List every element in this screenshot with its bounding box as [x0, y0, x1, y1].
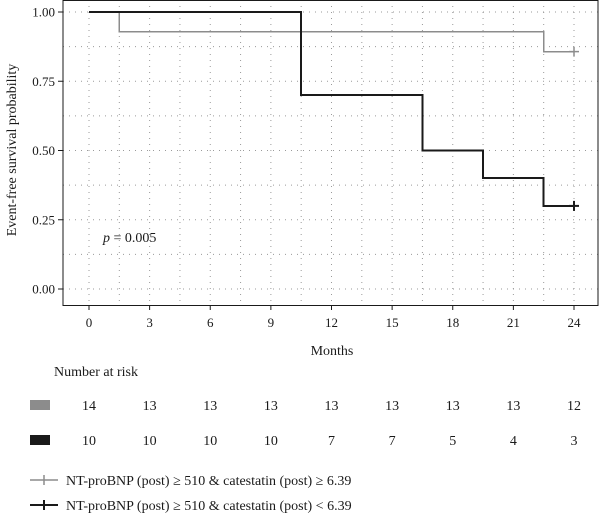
risk-count: 12: [567, 399, 581, 414]
risk-count: 14: [82, 399, 96, 414]
p-value-symbol: p: [102, 231, 110, 246]
risk-count: 13: [446, 399, 460, 414]
risk-count: 13: [264, 399, 278, 414]
x-tick-label: 3: [146, 315, 153, 330]
x-tick-label: 24: [568, 315, 582, 330]
risk-count: 10: [143, 434, 157, 449]
y-tick-label: 0.25: [32, 212, 55, 227]
x-tick-label: 15: [386, 315, 399, 330]
risk-count: 5: [449, 434, 456, 449]
x-tick-label: 18: [446, 315, 459, 330]
x-tick-label: 6: [207, 315, 214, 330]
x-axis-title: Months: [311, 344, 354, 359]
risk-count: 7: [389, 434, 396, 449]
risk-row-swatch: [30, 435, 50, 445]
risk-count: 13: [143, 399, 157, 414]
p-value-text: = 0.005: [110, 231, 156, 246]
y-tick-label: 1.00: [32, 5, 55, 20]
legend: NT-proBNP (post) ≥ 510 & catestatin (pos…: [30, 474, 352, 514]
risk-table: 14 13 13 13 13 13 13 13 12 10 10 10 10 7 7 5 4 3: [30, 399, 581, 449]
p-value-annotation: p = 0.005: [102, 231, 156, 246]
risk-count: 13: [506, 399, 520, 414]
legend-item-high-catestatin: NT-proBNP (post) ≥ 510 & catestatin (pos…: [30, 474, 351, 489]
risk-count: 13: [203, 399, 217, 414]
x-tick-label: 21: [507, 315, 520, 330]
risk-count: 4: [510, 434, 517, 449]
risk-count: 10: [203, 434, 217, 449]
y-tick-label: 0.00: [32, 282, 55, 297]
risk-row-swatch: [30, 400, 50, 410]
x-tick-label: 12: [325, 315, 338, 330]
grid-layer: [63, 0, 598, 305]
risk-count: 13: [385, 399, 399, 414]
legend-label: NT-proBNP (post) ≥ 510 & catestatin (pos…: [66, 474, 351, 489]
x-tick-label: 0: [86, 315, 93, 330]
risk-count: 13: [325, 399, 339, 414]
risk-count: 3: [571, 434, 578, 449]
survival-curve-black: [89, 11, 574, 207]
risk-count: 7: [328, 434, 335, 449]
axis-layer: 0 3 6 9 12 15 18 21 24 0.00 0.25 0.50 0.75 1.00: [32, 5, 581, 331]
plot-frame: [62, 0, 599, 306]
y-tick-label: 0.75: [32, 74, 55, 89]
risk-count: 10: [264, 434, 278, 449]
legend-item-low-catestatin: NT-proBNP (post) ≥ 510 & catestatin (pos…: [30, 499, 352, 514]
series-layer: [89, 11, 579, 211]
risk-count: 10: [82, 434, 96, 449]
legend-label: NT-proBNP (post) ≥ 510 & catestatin (pos…: [66, 499, 352, 514]
y-axis-title: Event-free survival probability: [5, 64, 20, 237]
x-tick-label: 9: [268, 315, 275, 330]
risk-table-title: Number at risk: [54, 365, 138, 380]
y-tick-label: 0.50: [32, 143, 55, 158]
survival-curve-gray: [89, 11, 574, 53]
